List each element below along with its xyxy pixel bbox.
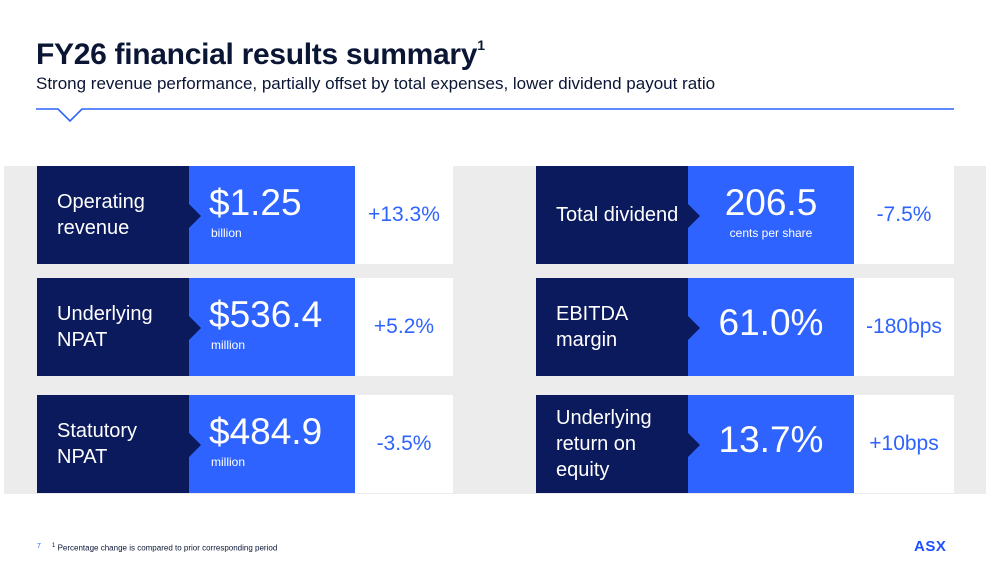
asx-logo: ASX [914,538,947,555]
arrow-icon [189,316,201,340]
metric-unit: million [211,455,246,469]
footnote-marker: 1 [52,543,56,549]
metric-change: +13.3% [355,166,453,264]
metric-change: -3.5% [355,395,453,493]
metric-card-return-on-equity: Underlying return on equity 13.7% +10bps [536,395,954,493]
page-title: FY26 financial results summary1 [36,37,485,71]
metric-label: Statutory NPAT [37,395,189,493]
footnote-text: Percentage change is compared to prior c… [57,543,278,553]
divider-rule [36,108,954,123]
metric-label: Underlying NPAT [37,278,189,376]
page-subtitle: Strong revenue performance, partially of… [36,74,716,93]
metric-value: $1.25 [209,182,302,223]
metric-change: -180bps [854,278,954,376]
metric-unit: billion [211,226,242,240]
arrow-icon [189,204,201,228]
arrow-icon [688,433,700,457]
metric-label: Underlying return on equity [536,395,688,493]
metric-value: $484.9 [209,411,323,452]
metric-change: +5.2% [355,278,453,376]
metric-unit: cents per share [729,226,813,240]
arrow-icon [688,204,700,228]
metric-value: $536.4 [209,294,323,335]
metric-unit: million [211,338,246,352]
metric-value-box: 13.7% [688,395,854,493]
metric-value-box: $484.9 million [189,395,355,493]
metric-label: Operating revenue [37,166,189,264]
metric-label: Total dividend [536,166,688,264]
page-number: 7 [37,543,41,550]
metric-value-box: 206.5 cents per share [688,166,854,264]
footnote: 1 Percentage change is compared to prior… [52,543,277,553]
metric-change: -7.5% [854,166,954,264]
metric-label: EBITDA margin [536,278,688,376]
arrow-icon [189,433,201,457]
metric-value-box: $536.4 million [189,278,355,376]
metric-card-underlying-npat: Underlying NPAT $536.4 million +5.2% [37,278,453,376]
metric-card-ebitda-margin: EBITDA margin 61.0% -180bps [536,278,954,376]
metric-value-box: 61.0% [688,278,854,376]
metric-card-statutory-npat: Statutory NPAT $484.9 million -3.5% [37,395,453,493]
metric-card-total-dividend: Total dividend 206.5 cents per share -7.… [536,166,954,264]
metric-value: 206.5 [724,182,818,223]
title-footnote-marker: 1 [477,37,485,53]
arrow-icon [688,316,700,340]
metric-change: +10bps [854,395,954,493]
metric-value-box: $1.25 billion [189,166,355,264]
metric-value: 13.7% [718,419,824,460]
metric-value: 61.0% [718,302,824,343]
metric-card-operating-revenue: Operating revenue $1.25 billion +13.3% [37,166,453,264]
